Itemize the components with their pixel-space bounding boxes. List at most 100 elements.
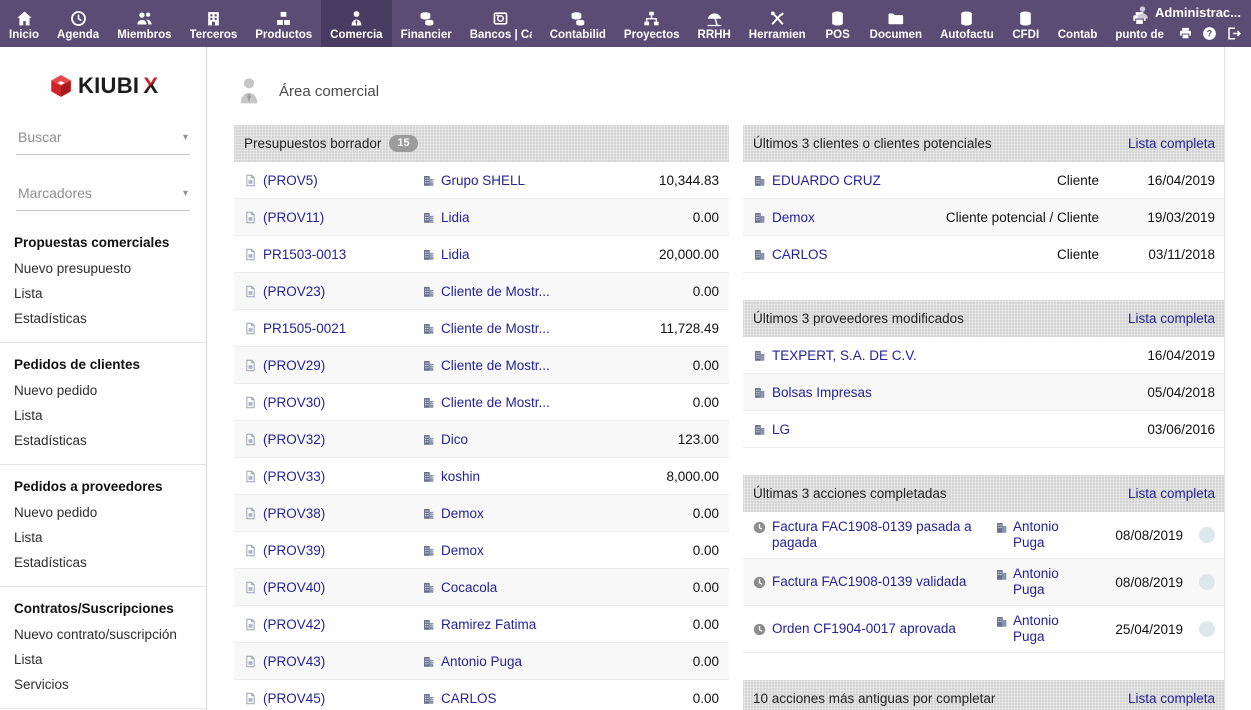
nav-item[interactable]: Herramien <box>740 0 815 47</box>
logout-icon[interactable] <box>1226 26 1241 41</box>
full-list-link[interactable]: Lista completa <box>1128 136 1215 151</box>
nav-item[interactable]: Inicio <box>0 0 48 47</box>
nav-item[interactable]: Agenda <box>48 0 108 47</box>
action-company-link[interactable]: Antonio Puga <box>1013 519 1077 551</box>
client-name-link[interactable]: EDUARDO CRUZ <box>772 173 881 188</box>
nav-item[interactable]: CFDI <box>1003 0 1049 47</box>
sidebar-item[interactable]: Lista <box>14 281 192 306</box>
action-label-link[interactable]: Factura FAC1908-0139 validada <box>772 574 966 590</box>
sidebar-item[interactable]: Nuevo pedido <box>14 500 192 525</box>
nav-item[interactable]: Documen <box>861 0 931 47</box>
action-label-link[interactable]: Factura FAC1908-0139 pasada a pagada <box>772 519 995 551</box>
user-menu[interactable]: Administrac... <box>1135 5 1241 20</box>
budget-ref-link[interactable]: (PROV29) <box>263 358 325 373</box>
nav-item[interactable]: POS <box>815 0 861 47</box>
action-label-link[interactable]: Orden CF1904-0017 aprovada <box>772 621 956 637</box>
supplier-name-link[interactable]: LG <box>772 422 790 437</box>
nav-item[interactable]: Contabilid <box>541 0 615 47</box>
sidebar-item[interactable]: Lista <box>14 403 192 428</box>
full-list-link[interactable]: Lista completa <box>1128 311 1215 326</box>
budget-client-link[interactable]: CARLOS <box>441 691 497 706</box>
sidebar-item[interactable]: Estadísticas <box>14 306 192 331</box>
budget-ref-link[interactable]: (PROV30) <box>263 395 325 410</box>
budget-ref-link[interactable]: (PROV5) <box>263 173 318 188</box>
budget-ref-link[interactable]: (PROV38) <box>263 506 325 521</box>
budget-ref-link[interactable]: (PROV23) <box>263 284 325 299</box>
budget-client-link[interactable]: Demox <box>441 543 484 558</box>
budget-row: (PROV23) Cliente de Mostr... 0.00 <box>234 273 729 310</box>
commercial-area-icon <box>234 76 264 106</box>
budget-ref-link[interactable]: (PROV43) <box>263 654 325 669</box>
budget-ref-link[interactable]: (PROV39) <box>263 543 325 558</box>
nav-item[interactable]: Contab <box>1049 0 1107 47</box>
supplier-name-link[interactable]: Bolsas Impresas <box>772 385 872 400</box>
budget-client-link[interactable]: Dico <box>441 432 468 447</box>
nav-item[interactable]: Comercia <box>321 0 391 47</box>
client-type: Cliente <box>903 247 1129 262</box>
budget-row: (PROV38) Demox 0.00 <box>234 495 729 532</box>
sidebar-item[interactable]: Lista <box>14 525 192 550</box>
action-date: 25/04/2019 <box>1115 622 1183 637</box>
full-list-link[interactable]: Lista completa <box>1128 486 1215 501</box>
budget-client-link[interactable]: Cliente de Mostr... <box>441 321 550 336</box>
budget-row: (PROV42) Ramirez Fatima 0.00 <box>234 606 729 643</box>
nav-item[interactable]: Productos <box>246 0 321 47</box>
bookmarks-label: Marcadores <box>18 185 92 201</box>
supplier-name-link[interactable]: TEXPERT, S.A. DE C.V. <box>772 348 917 363</box>
action-row: Factura FAC1908-0139 validada Antonio Pu… <box>743 559 1225 606</box>
company-icon <box>422 359 435 372</box>
client-name-link[interactable]: CARLOS <box>772 247 828 262</box>
print-icon[interactable] <box>1178 26 1193 41</box>
nav-item[interactable]: Terceros <box>181 0 247 47</box>
bookmarks-dropdown[interactable]: Marcadores ▾ <box>16 179 190 211</box>
sidebar-item[interactable]: Estadísticas <box>14 550 192 575</box>
budget-ref-link[interactable]: (PROV40) <box>263 580 325 595</box>
budget-amount: 0.00 <box>614 284 719 299</box>
action-company-link[interactable]: Antonio Puga <box>1013 566 1077 598</box>
budget-client-link[interactable]: Lidia <box>441 247 470 262</box>
budget-ref-link[interactable]: PR1503-0013 <box>263 247 346 262</box>
nav-item[interactable]: Autofactu <box>931 0 1003 47</box>
sidebar-item[interactable]: Nuevo pedido <box>14 378 192 403</box>
company-icon <box>753 349 766 362</box>
budget-ref-link[interactable]: (PROV33) <box>263 469 325 484</box>
budget-client-link[interactable]: Cliente de Mostr... <box>441 395 550 410</box>
budget-client-link[interactable]: Cocacola <box>441 580 497 595</box>
budget-ref-link[interactable]: (PROV45) <box>263 691 325 706</box>
budget-client-link[interactable]: Antonio Puga <box>441 654 522 669</box>
action-company-link[interactable]: Antonio Puga <box>1013 613 1077 645</box>
user-area: Administrac... ? <box>1125 0 1251 47</box>
budget-client-link[interactable]: Ramirez Fatima <box>441 617 536 632</box>
latest-suppliers-panel: Últimos 3 proveedores modificados Lista … <box>743 300 1225 448</box>
sidebar-item[interactable]: Lista <box>14 647 192 672</box>
sidebar-item[interactable]: Nuevo contrato/suscripción <box>14 622 192 647</box>
sidebar-section-title: Contratos/Suscripciones <box>14 601 192 616</box>
budget-client-link[interactable]: Grupo SHELL <box>441 173 525 188</box>
nav-item[interactable]: RRHH <box>689 0 740 47</box>
nav-item[interactable]: Miembros <box>108 0 180 47</box>
nav-item[interactable]: Bancos | Ca <box>461 0 541 47</box>
sidebar-item[interactable]: Estadísticas <box>14 428 192 453</box>
search-dropdown[interactable]: Buscar ▾ <box>16 123 190 155</box>
budget-client-link[interactable]: Lidia <box>441 210 470 225</box>
budget-client-link[interactable]: Cliente de Mostr... <box>441 358 550 373</box>
sidebar-item[interactable]: Nuevo presupuesto <box>14 256 192 281</box>
nav-item[interactable]: Proyectos <box>615 0 689 47</box>
nav-item[interactable]: Financier <box>392 0 461 47</box>
clock-icon <box>753 576 766 589</box>
company-icon <box>422 470 435 483</box>
budget-row: (PROV45) CARLOS 0.00 <box>234 680 729 710</box>
budget-client-link[interactable]: Cliente de Mostr... <box>441 284 550 299</box>
budget-ref-link[interactable]: (PROV32) <box>263 432 325 447</box>
budget-ref-link[interactable]: PR1505-0021 <box>263 321 346 336</box>
nav-item-label: Contabilid <box>550 29 606 41</box>
budget-client-link[interactable]: koshin <box>441 469 480 484</box>
full-list-link[interactable]: Lista completa <box>1128 691 1215 706</box>
budget-client-link[interactable]: Demox <box>441 506 484 521</box>
budget-ref-link[interactable]: (PROV11) <box>263 210 324 225</box>
client-name-link[interactable]: Demox <box>772 210 815 225</box>
help-icon[interactable]: ? <box>1202 26 1217 41</box>
sidebar-item[interactable]: Servicios <box>14 672 192 697</box>
budget-ref-link[interactable]: (PROV42) <box>263 617 325 632</box>
budget-amount: 0.00 <box>614 691 719 706</box>
